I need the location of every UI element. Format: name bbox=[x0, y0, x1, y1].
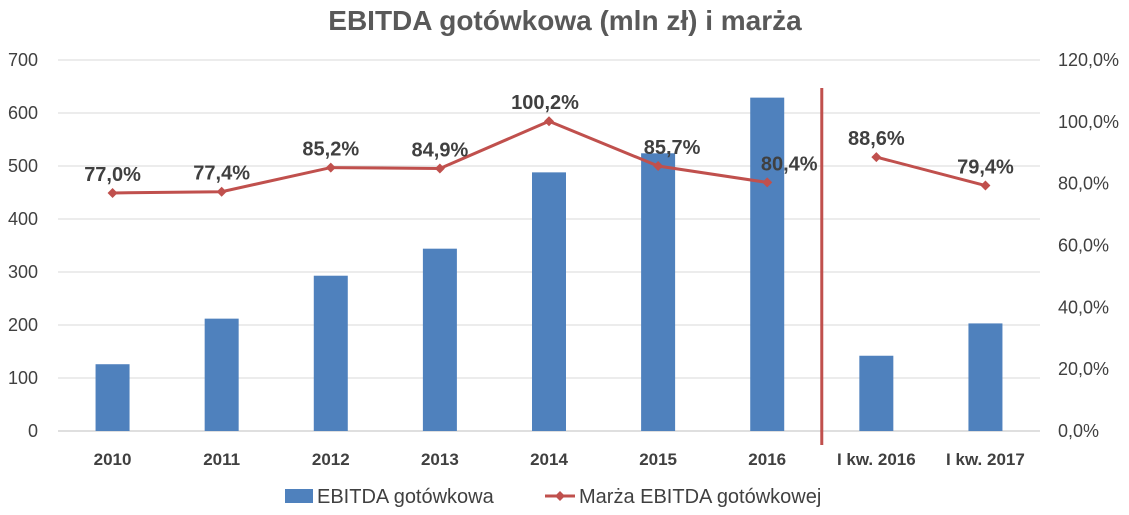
bar bbox=[532, 172, 566, 432]
bar bbox=[422, 248, 457, 431]
y-left-tick-label: 300 bbox=[8, 262, 38, 282]
data-label: 85,7% bbox=[644, 137, 701, 159]
x-tick-label: 2016 bbox=[748, 450, 786, 469]
line-marker bbox=[653, 161, 664, 172]
data-label: 88,6% bbox=[848, 128, 905, 150]
legend-bar-swatch bbox=[285, 489, 313, 503]
chart-title: EBITDA gotówkowa (mln zł) i marża bbox=[328, 5, 802, 36]
y-right-tick-label: 20,0% bbox=[1058, 359, 1109, 379]
x-tick-label: I kw. 2016 bbox=[837, 450, 916, 469]
x-axis: 2010 2011 2012 2013 2014 2015 2016 I kw. 2016 I … bbox=[94, 450, 1025, 469]
y-left-tick-label: 0 bbox=[28, 421, 38, 441]
x-tick-label: 2010 bbox=[94, 450, 132, 469]
bar bbox=[95, 364, 130, 431]
y-right-tick-label: 0,0% bbox=[1058, 421, 1099, 441]
line-marker bbox=[871, 152, 882, 163]
y-right-tick-label: 60,0% bbox=[1058, 236, 1109, 256]
x-tick-label: 2011 bbox=[203, 450, 240, 469]
data-label: 84,9% bbox=[412, 140, 469, 162]
line-marker bbox=[107, 187, 118, 198]
data-label: 100,2% bbox=[511, 92, 579, 114]
bar bbox=[313, 275, 348, 431]
legend: EBITDA gotówkowa Marża EBITDA gotówkowej bbox=[285, 486, 821, 508]
data-label: 77,0% bbox=[84, 164, 141, 186]
y-left-tick-label: 600 bbox=[8, 103, 38, 123]
data-label: 80,4% bbox=[761, 153, 818, 175]
data-label: 85,2% bbox=[302, 139, 359, 161]
y-axis-right: 0,0% 20,0% 40,0% 60,0% 80,0% 100,0% 120,0% bbox=[1058, 50, 1119, 441]
y-right-tick-label: 80,0% bbox=[1058, 174, 1109, 194]
legend-line-label: Marża EBITDA gotówkowej bbox=[579, 486, 821, 508]
bar-series bbox=[95, 97, 1003, 432]
y-right-tick-label: 100,0% bbox=[1058, 112, 1119, 132]
line-marker bbox=[980, 180, 991, 191]
x-tick-label: 2013 bbox=[421, 450, 459, 469]
line-marker bbox=[544, 116, 554, 127]
legend-bar-label: EBITDA gotówkowa bbox=[317, 486, 495, 508]
line-marker bbox=[434, 163, 445, 174]
line-marker bbox=[216, 186, 227, 197]
y-left-tick-label: 500 bbox=[8, 156, 38, 176]
x-tick-label: 2012 bbox=[312, 450, 350, 469]
bar bbox=[968, 323, 1003, 431]
line-segment bbox=[875, 155, 986, 187]
x-tick-label: I kw. 2017 bbox=[946, 450, 1025, 469]
y-left-tick-label: 100 bbox=[8, 368, 38, 388]
x-tick-label: 2014 bbox=[530, 450, 568, 469]
y-left-tick-label: 400 bbox=[8, 209, 38, 229]
line-marker bbox=[325, 162, 336, 173]
y-left-tick-label: 200 bbox=[8, 315, 38, 335]
data-label: 77,4% bbox=[193, 163, 250, 185]
y-right-tick-label: 120,0% bbox=[1058, 50, 1119, 70]
y-axis-left: 0 100 200 300 400 500 600 700 bbox=[8, 50, 38, 441]
y-left-tick-label: 700 bbox=[8, 50, 38, 70]
bar bbox=[204, 318, 239, 431]
legend-line-marker bbox=[555, 491, 565, 501]
line-series: 77,0% 77,4% 85,2% 84,9% 100,2% 85,7% 80,4% 88,6… bbox=[84, 92, 1014, 198]
x-tick-label: 2015 bbox=[639, 450, 677, 469]
bar bbox=[750, 97, 785, 431]
bar bbox=[859, 355, 894, 431]
bar bbox=[641, 153, 676, 431]
line-marker bbox=[762, 177, 773, 188]
y-right-tick-label: 40,0% bbox=[1058, 297, 1109, 317]
data-label: 79,4% bbox=[957, 157, 1014, 179]
